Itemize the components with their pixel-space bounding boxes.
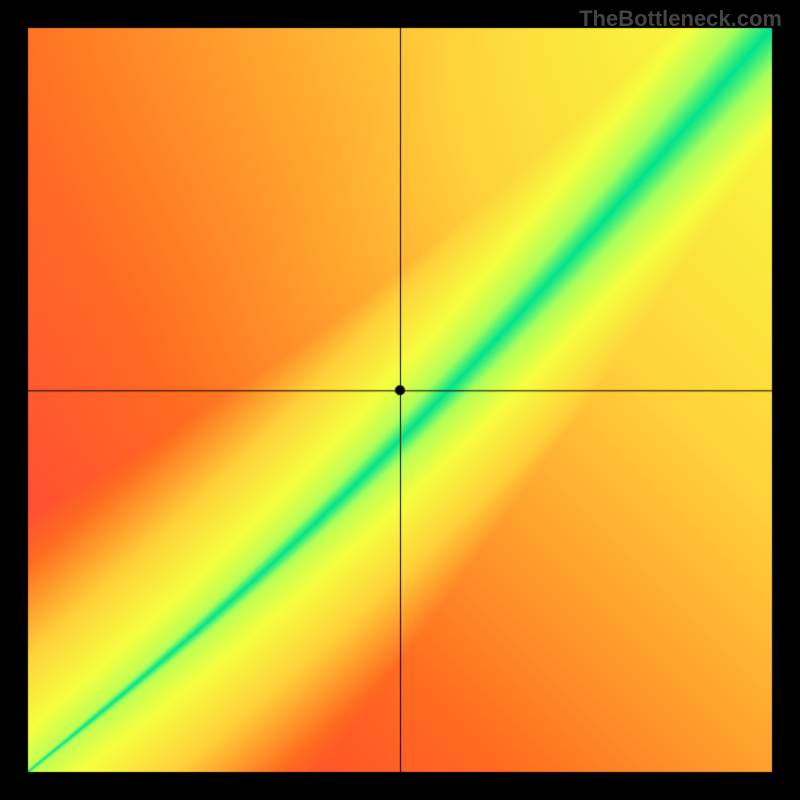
watermark-text: TheBottleneck.com — [579, 6, 782, 32]
chart-container: { "watermark": { "text": "TheBottleneck.… — [0, 0, 800, 800]
bottleneck-heatmap — [0, 0, 800, 800]
